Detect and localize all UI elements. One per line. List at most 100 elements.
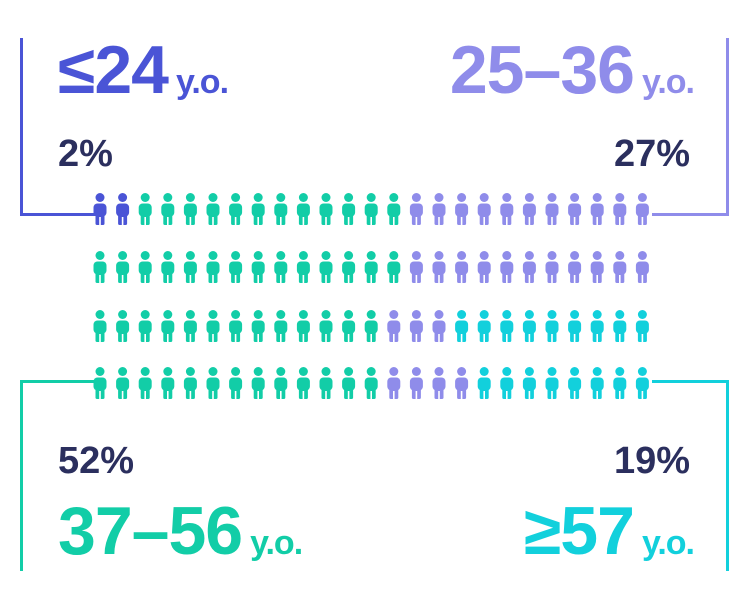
person-icon — [522, 310, 536, 342]
person-icon — [387, 193, 401, 225]
bracket-37-56 — [20, 380, 103, 571]
person-icon — [93, 310, 107, 342]
person-icon — [432, 367, 446, 399]
person-icon — [161, 251, 175, 283]
person-icon — [477, 251, 491, 283]
person-icon — [93, 193, 107, 225]
percent-37-56: 52% — [58, 440, 135, 482]
person-icon — [206, 251, 220, 283]
person-icon — [161, 310, 175, 342]
person-icon — [500, 367, 514, 399]
person-icon — [409, 193, 423, 225]
person-icon — [387, 367, 401, 399]
person-icon — [522, 251, 536, 283]
person-icon — [116, 367, 130, 399]
person-icon — [183, 310, 197, 342]
person-icon — [364, 310, 378, 342]
bracket-ge57 — [652, 380, 729, 571]
person-icon — [477, 193, 491, 225]
person-icon — [613, 193, 627, 225]
person-icon — [522, 193, 536, 225]
age-unit: y.o. — [250, 524, 303, 562]
person-icon — [296, 251, 310, 283]
person-icon — [183, 367, 197, 399]
person-icon — [342, 251, 356, 283]
age-unit: y.o. — [641, 63, 695, 101]
age-label: ≥57 — [523, 493, 635, 569]
person-icon — [206, 310, 220, 342]
person-icon — [183, 193, 197, 225]
age-label: 37–56 — [58, 493, 243, 569]
person-icon — [545, 251, 559, 283]
person-icon — [138, 251, 152, 283]
person-icon — [522, 367, 536, 399]
person-icon — [364, 193, 378, 225]
person-icon — [138, 310, 152, 342]
percent-25-36: 27% — [613, 133, 690, 175]
label-37-56: 37–56 y.o. — [58, 497, 303, 565]
label-lt24: ≤24 y.o. — [58, 36, 229, 104]
person-icon — [319, 251, 333, 283]
person-icon — [455, 251, 469, 283]
person-icon — [590, 193, 604, 225]
person-icon — [274, 310, 288, 342]
person-icon — [319, 310, 333, 342]
person-icon — [229, 310, 243, 342]
person-icon — [500, 251, 514, 283]
person-icon — [251, 310, 265, 342]
person-icon — [93, 251, 107, 283]
person-icon — [387, 310, 401, 342]
person-icon — [116, 310, 130, 342]
age-label: 25–36 — [449, 32, 635, 108]
person-icon — [500, 310, 514, 342]
person-icon — [364, 367, 378, 399]
person-icon — [342, 193, 356, 225]
person-icon — [409, 367, 423, 399]
person-icon — [432, 251, 446, 283]
person-icon — [274, 251, 288, 283]
person-icon — [409, 251, 423, 283]
label-25-36: 25–36 y.o. — [450, 36, 695, 104]
person-icon — [432, 193, 446, 225]
person-icon — [229, 251, 243, 283]
person-icon — [342, 310, 356, 342]
person-icon — [138, 367, 152, 399]
person-icon — [635, 193, 649, 225]
person-icon — [206, 193, 220, 225]
person-icon — [613, 251, 627, 283]
person-icon — [590, 251, 604, 283]
person-icon — [568, 310, 582, 342]
person-icon — [590, 367, 604, 399]
person-icon — [116, 193, 130, 225]
person-icon — [319, 367, 333, 399]
person-icon — [296, 367, 310, 399]
bracket-lt24 — [20, 38, 103, 216]
person-icon — [613, 310, 627, 342]
age-unit: y.o. — [175, 63, 229, 101]
percent-lt24: 2% — [58, 133, 113, 175]
person-icon — [455, 310, 469, 342]
person-icon — [138, 193, 152, 225]
person-icon — [545, 367, 559, 399]
label-ge57: ≥57 y.o. — [524, 497, 695, 565]
person-icon — [319, 193, 333, 225]
person-icon — [590, 310, 604, 342]
person-icon — [229, 367, 243, 399]
person-icon — [568, 193, 582, 225]
percent-ge57: 19% — [613, 440, 690, 482]
person-icon — [161, 367, 175, 399]
person-icon — [545, 193, 559, 225]
person-icon — [296, 310, 310, 342]
person-icon — [477, 310, 491, 342]
person-icon — [161, 193, 175, 225]
person-icon — [93, 367, 107, 399]
person-icon — [342, 367, 356, 399]
person-icon — [183, 251, 197, 283]
person-icon — [545, 310, 559, 342]
person-icon — [613, 367, 627, 399]
person-icon — [364, 251, 378, 283]
person-icon — [409, 310, 423, 342]
person-icon — [455, 367, 469, 399]
